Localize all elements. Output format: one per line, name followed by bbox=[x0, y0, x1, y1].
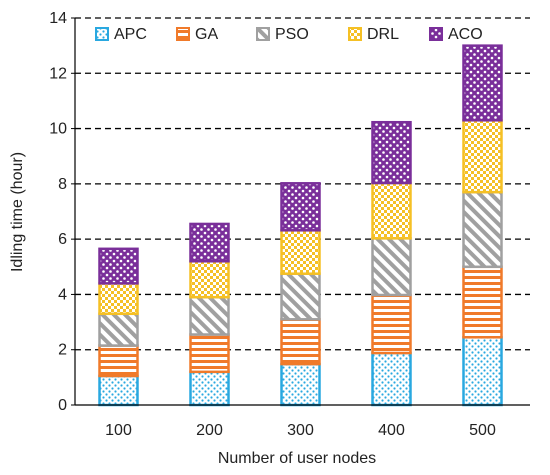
bar-segment-drl bbox=[98, 282, 139, 316]
axes bbox=[74, 18, 530, 406]
y-tick-label: 2 bbox=[58, 342, 67, 359]
legend-swatch-pso bbox=[256, 27, 270, 41]
bar-segment-ga bbox=[189, 333, 230, 374]
legend-swatch-apc bbox=[95, 27, 109, 41]
bar-segment-ga bbox=[462, 265, 503, 339]
y-tick-label: 0 bbox=[58, 397, 67, 414]
legend-label-pso: PSO bbox=[275, 26, 309, 43]
x-tick-label: 500 bbox=[469, 422, 496, 439]
y-axis-title: Idling time (hour) bbox=[9, 152, 26, 272]
x-tick-label: 400 bbox=[378, 422, 405, 439]
y-tick-label: 4 bbox=[58, 286, 67, 303]
bar-segment-pso bbox=[98, 312, 139, 347]
bar-segment-apc bbox=[371, 351, 412, 407]
bar-segment-pso bbox=[462, 190, 503, 269]
x-tick-label: 300 bbox=[287, 422, 314, 439]
legend-label-drl: DRL bbox=[367, 26, 399, 43]
bar-segment-drl bbox=[371, 181, 412, 240]
bar-segment-aco bbox=[462, 44, 503, 122]
bar-segment-ga bbox=[280, 318, 321, 366]
legend-label-ga: GA bbox=[195, 26, 218, 43]
bar-segment-aco bbox=[98, 247, 139, 285]
bars bbox=[98, 44, 503, 407]
x-tick-labels: 100 200 300 400 500 bbox=[105, 422, 496, 439]
x-tick-label: 100 bbox=[105, 422, 132, 439]
y-tick-label: 10 bbox=[49, 121, 67, 138]
y-tick-labels: 0 2 4 6 8 10 12 14 bbox=[49, 10, 75, 414]
y-tick-label: 8 bbox=[58, 176, 67, 193]
y-tick-label: 6 bbox=[58, 231, 67, 248]
bar-segment-apc bbox=[189, 370, 230, 407]
bar-segment-drl bbox=[280, 229, 321, 275]
legend: APC GA PSO DRL ACO bbox=[95, 26, 483, 43]
y-tick-label: 14 bbox=[49, 10, 67, 27]
legend-label-apc: APC bbox=[114, 26, 147, 43]
bar-segment-drl bbox=[462, 119, 503, 194]
bar-segment-pso bbox=[189, 295, 230, 336]
bar-segment-apc bbox=[462, 336, 503, 407]
gridlines bbox=[75, 17, 530, 351]
legend-swatch-ga bbox=[176, 27, 190, 41]
legend-label-aco: ACO bbox=[448, 26, 483, 43]
bar-segment-apc bbox=[98, 374, 139, 407]
bar-segment-aco bbox=[371, 120, 412, 185]
bar-segment-ga bbox=[371, 293, 412, 355]
x-axis-title: Number of user nodes bbox=[218, 450, 376, 467]
bar-segment-pso bbox=[371, 237, 412, 297]
bar-segment-ga bbox=[98, 344, 139, 378]
legend-swatch-aco bbox=[429, 27, 443, 41]
bar-segment-apc bbox=[280, 362, 321, 407]
x-tick-label: 200 bbox=[196, 422, 223, 439]
y-tick-label: 12 bbox=[49, 65, 67, 82]
bar-segment-aco bbox=[189, 222, 230, 263]
bar-segment-drl bbox=[189, 260, 230, 299]
legend-swatch-drl bbox=[348, 27, 362, 41]
bar-segment-pso bbox=[280, 272, 321, 321]
bar-segment-aco bbox=[280, 182, 321, 232]
